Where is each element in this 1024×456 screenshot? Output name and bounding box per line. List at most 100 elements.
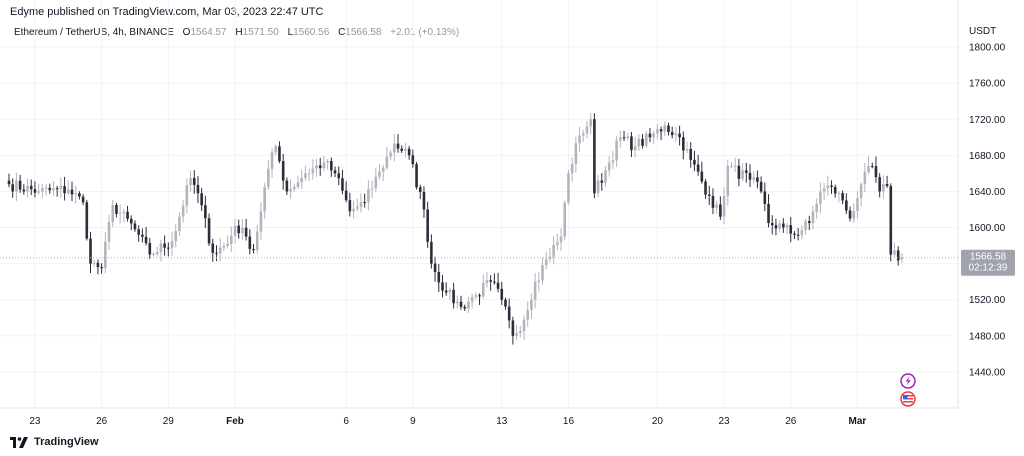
candle-body xyxy=(141,234,144,237)
candle-body xyxy=(611,160,615,163)
candle-body xyxy=(878,177,881,192)
candle-body xyxy=(352,208,355,212)
candle-body xyxy=(515,333,518,336)
candle-body xyxy=(670,132,674,136)
event-markers[interactable] xyxy=(900,373,916,407)
candle-body xyxy=(222,245,226,248)
candle-body xyxy=(574,143,578,165)
candle-body xyxy=(518,331,522,334)
candle-body xyxy=(756,177,759,182)
change-value: +2.01 (+0.13%) xyxy=(390,27,460,38)
time-axis-ticks[interactable]: 23 26 29 Feb 6 9 13 16 20 23 26 Mar xyxy=(29,416,866,427)
candle-body xyxy=(804,221,807,231)
price-tick-label: 1600.00 xyxy=(969,223,1006,234)
candle-body xyxy=(41,188,44,192)
candle-body xyxy=(55,188,59,190)
candle-body xyxy=(411,155,415,165)
candle-body xyxy=(92,262,96,264)
candle-body xyxy=(81,196,85,203)
time-tick-label: 20 xyxy=(652,416,664,427)
close-value: 1566.58 xyxy=(345,27,382,38)
candle-body xyxy=(333,170,337,174)
candle-body xyxy=(122,211,126,213)
candle-body xyxy=(78,193,81,197)
candle-body xyxy=(563,202,567,237)
footer-brand[interactable]: TradingView xyxy=(34,436,99,448)
candle-body xyxy=(115,204,118,214)
candles-layer xyxy=(7,113,904,345)
candle-body xyxy=(841,193,844,201)
time-tick-label: Mar xyxy=(849,416,867,427)
candle-body xyxy=(441,282,444,291)
candle-body xyxy=(159,243,163,253)
high-label: H xyxy=(235,27,243,38)
price-axis-ticks[interactable]: 1440.001480.001520.001560.001600.001640.… xyxy=(969,43,1006,379)
candle-body xyxy=(74,193,77,195)
candle-body xyxy=(263,187,266,212)
candle-body xyxy=(604,170,607,183)
candle-body xyxy=(322,162,326,169)
candle-body xyxy=(533,281,537,300)
last-price-badge: 1566.58 02:12:39 xyxy=(0,249,1015,276)
candle-body xyxy=(693,159,696,165)
candle-body xyxy=(615,140,618,161)
candle-body xyxy=(415,164,418,188)
candle-body xyxy=(633,146,637,151)
candle-body xyxy=(711,195,715,208)
time-tick-label: 16 xyxy=(563,416,575,427)
price-tick-label: 1520.00 xyxy=(969,295,1006,306)
candle-body xyxy=(481,283,485,297)
low-label: L xyxy=(287,27,294,38)
candle-body xyxy=(767,203,770,224)
candle-body xyxy=(15,180,18,192)
us-flag-icon[interactable] xyxy=(900,391,916,407)
time-tick-label: 23 xyxy=(29,416,41,427)
candle-body xyxy=(585,126,589,134)
candle-body xyxy=(111,204,115,223)
candle-body xyxy=(189,177,192,186)
candle-body xyxy=(774,225,778,229)
candle-body xyxy=(118,212,122,214)
candle-body xyxy=(226,243,229,246)
candle-body xyxy=(852,210,856,219)
tradingview-logo-icon xyxy=(10,436,28,448)
candle-body xyxy=(211,243,215,253)
candle-body xyxy=(359,202,363,207)
candle-body xyxy=(652,133,655,138)
candle-body xyxy=(800,230,804,236)
candle-body xyxy=(874,166,878,178)
candle-body xyxy=(581,133,585,136)
time-tick-label: 13 xyxy=(496,416,508,427)
candle-body xyxy=(337,173,341,179)
candle-body xyxy=(59,186,63,189)
candle-body xyxy=(607,162,611,171)
symbol-name[interactable]: Ethereum / TetherUS, 4h, BINANCE xyxy=(14,27,174,38)
candle-body xyxy=(552,244,555,257)
candle-body xyxy=(511,320,515,336)
candle-body xyxy=(18,180,22,190)
candle-body xyxy=(589,119,592,127)
candle-body xyxy=(893,250,896,255)
candle-body xyxy=(644,133,648,146)
candle-body xyxy=(700,171,704,182)
candle-body xyxy=(837,193,841,195)
candle-body xyxy=(493,281,496,283)
close-label: C xyxy=(338,27,346,38)
candle-body xyxy=(663,125,667,132)
candle-body xyxy=(856,198,859,211)
candle-body xyxy=(900,257,904,260)
candle-body xyxy=(896,250,900,261)
candle-body xyxy=(204,205,207,219)
publisher-caption: Edyme published on TradingView.com, Mar … xyxy=(10,6,324,18)
footer: TradingView xyxy=(10,436,99,448)
candle-body xyxy=(418,187,422,192)
candle-body xyxy=(107,222,111,242)
price-axis-unit: USDT xyxy=(969,26,996,37)
candle-body xyxy=(433,263,437,273)
candle-body xyxy=(819,191,822,204)
lightning-bolt-icon[interactable] xyxy=(900,373,916,389)
candle-body xyxy=(289,189,292,192)
candle-body xyxy=(152,253,155,255)
candle-body xyxy=(296,182,300,187)
